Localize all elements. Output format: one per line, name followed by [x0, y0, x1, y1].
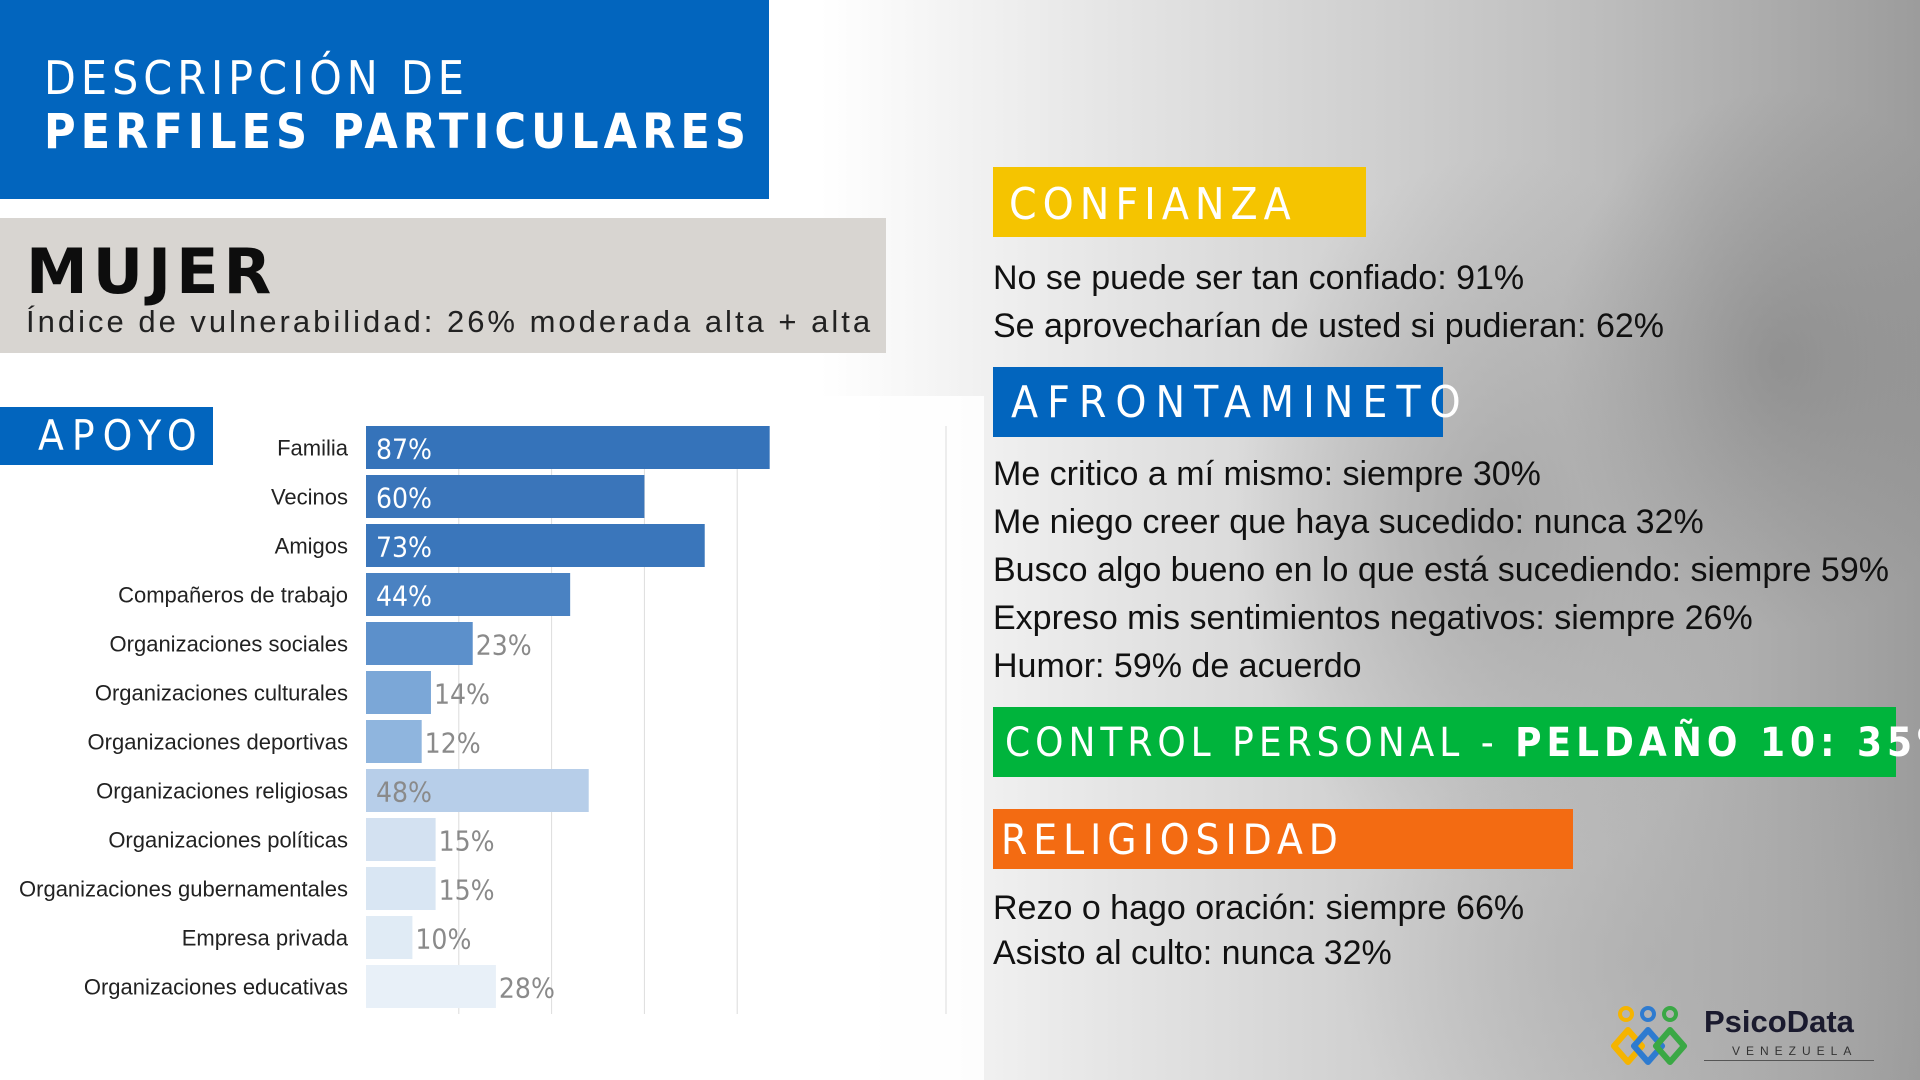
bar: [366, 475, 645, 518]
logo-name: PsicoData: [1704, 1004, 1854, 1039]
category-label: Organizaciones gubernamentales: [19, 877, 348, 902]
bar: [366, 671, 431, 714]
value-label: 60%: [376, 482, 432, 515]
logo-divider: [1704, 1060, 1874, 1061]
religiosidad-line: Rezo o hago oración: siempre 66%: [993, 889, 1525, 927]
psicodata-logo-icon: [1611, 1006, 1687, 1065]
confianza-line: No se puede ser tan confiado: 91%: [993, 259, 1525, 297]
apoyo-bar-chart: Familia 87% Vecinos 60% Amigos 73% Compañeros …: [19, 426, 947, 1014]
category-label: Vecinos: [271, 485, 348, 510]
afrontamiento-line: Me critico a mí mismo: siempre 30%: [993, 455, 1541, 493]
value-label: 12%: [425, 727, 481, 760]
category-label: Familia: [277, 436, 349, 461]
confianza-line: Se aprovecharían de usted si pudieran: 6…: [993, 307, 1665, 345]
category-label: Organizaciones sociales: [110, 632, 348, 657]
title-banner: DESCRIPCIÓN DE PERFILES PARTICULARES: [0, 0, 769, 199]
bar: [366, 818, 436, 861]
bar: [366, 720, 422, 763]
bar: [366, 916, 413, 959]
page-title-line2: PERFILES PARTICULARES: [44, 104, 751, 160]
value-label: 15%: [439, 874, 495, 907]
profile-subtitle: Índice de vulnerabilidad: 26% moderada a…: [26, 304, 874, 339]
psicodata-logo: PsicoData VENEZUELA: [1606, 1000, 1876, 1070]
bar: [366, 426, 770, 469]
category-label: Empresa privada: [182, 926, 349, 951]
afrontamiento-line: Me niego creer que haya sucedido: nunca …: [993, 503, 1704, 541]
category-label: Organizaciones educativas: [84, 975, 348, 1000]
bar: [366, 573, 571, 616]
control-personal-value: PELDAÑO 10: 35%: [1515, 720, 1920, 766]
control-personal-header: CONTROL PERSONAL - PELDAÑO 10: 35%: [993, 707, 1920, 777]
value-label: 87%: [376, 433, 432, 466]
afrontamiento-line: Humor: 59% de acuerdo: [993, 647, 1362, 685]
value-label: 23%: [476, 629, 532, 662]
religiosidad-header: RELIGIOSIDAD: [993, 809, 1573, 869]
afrontamiento-header: AFRONTAMINETO: [993, 367, 1461, 437]
confianza-header: CONFIANZA: [993, 167, 1366, 237]
bar: [366, 769, 589, 812]
value-label: 15%: [439, 825, 495, 858]
bar: [366, 524, 705, 567]
value-label: 14%: [434, 678, 490, 711]
bar: [366, 867, 436, 910]
profile-name: MUJER: [26, 235, 277, 308]
value-label: 73%: [376, 531, 432, 564]
category-label: Organizaciones políticas: [108, 828, 348, 853]
religiosidad-line: Asisto al culto: nunca 32%: [993, 934, 1392, 972]
category-label: Organizaciones religiosas: [96, 779, 348, 804]
bar: [366, 965, 496, 1008]
profile-banner: MUJER Índice de vulnerabilidad: 26% mode…: [0, 218, 886, 353]
bar: [366, 622, 473, 665]
afrontamiento-list: Me critico a mí mismo: siempre 30% Me ni…: [993, 450, 1889, 690]
category-label: Compañeros de trabajo: [118, 583, 348, 608]
value-label: 28%: [499, 972, 555, 1005]
afrontamiento-line: Busco algo bueno en lo que está sucedien…: [993, 551, 1889, 589]
religiosidad-list: Rezo o hago oración: siempre 66% Asisto …: [993, 886, 1524, 976]
control-personal-prefix: CONTROL PERSONAL -: [1005, 720, 1516, 766]
value-label: 48%: [376, 776, 432, 809]
value-label: 44%: [376, 580, 432, 613]
apoyo-label: APOYO: [0, 407, 213, 465]
value-label: 10%: [415, 923, 471, 956]
category-label: Organizaciones deportivas: [88, 730, 348, 755]
confianza-list: No se puede ser tan confiado: 91% Se apr…: [993, 254, 1664, 350]
page-title-line1: DESCRIPCIÓN DE: [44, 51, 469, 105]
logo-subtitle: VENEZUELA: [1732, 1044, 1858, 1058]
afrontamiento-line: Expreso mis sentimientos negativos: siem…: [993, 599, 1753, 637]
category-label: Amigos: [275, 534, 348, 559]
category-label: Organizaciones culturales: [95, 681, 348, 706]
